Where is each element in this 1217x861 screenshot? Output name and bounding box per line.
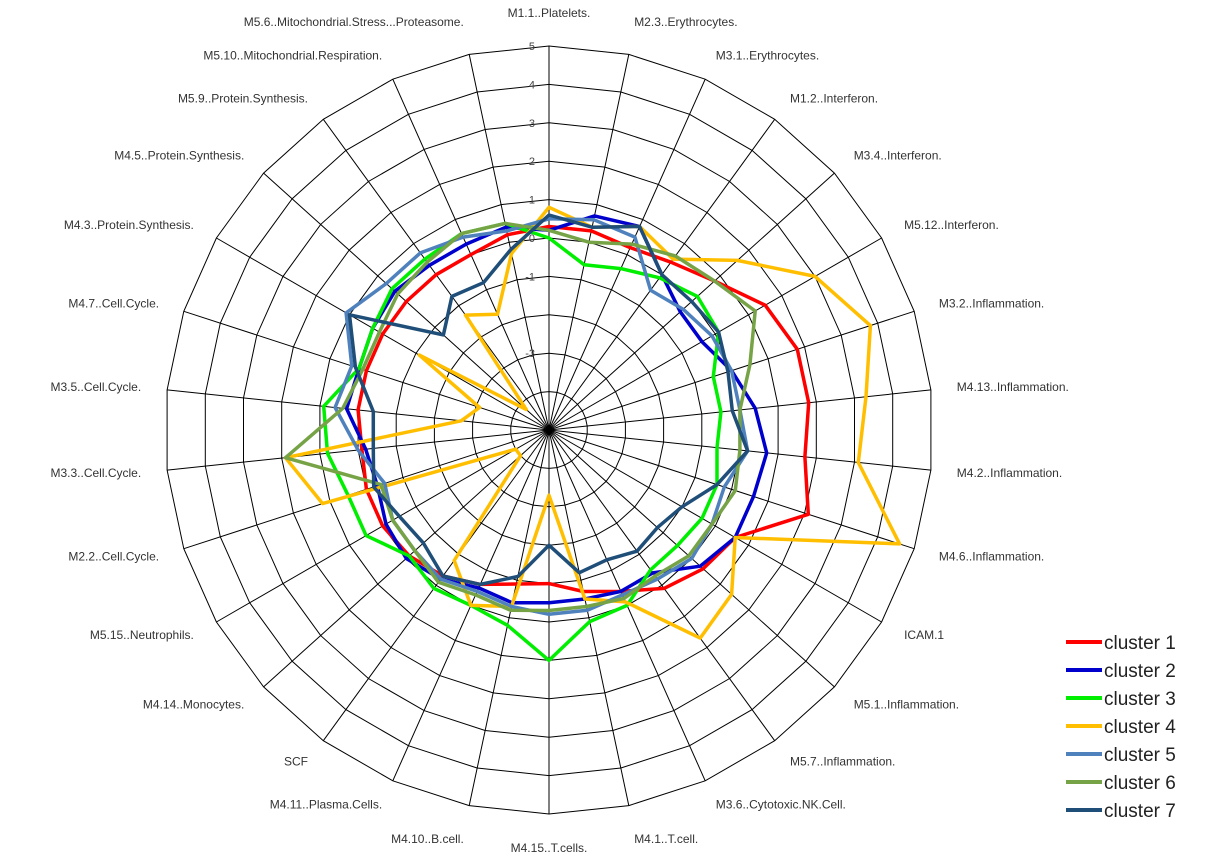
radial-tick-label: -3 — [525, 348, 535, 360]
axis-label: M3.5..Cell.Cycle. — [50, 380, 141, 394]
series-line-4 — [283, 205, 902, 640]
axis-label: M4.1..T.cell. — [634, 832, 698, 846]
radial-tick-label: 5 — [529, 41, 535, 53]
legend-label: cluster 2 — [1104, 661, 1176, 682]
axis-label: M4.6..Inflammation. — [939, 550, 1044, 564]
axis-label: M4.15..T.cells. — [511, 841, 588, 855]
legend-label: cluster 3 — [1104, 689, 1176, 710]
radar-spoke — [468, 429, 550, 806]
axis-label: M3.6..Cytotoxic.NK.Cell. — [716, 798, 846, 812]
axis-label: ICAM.1 — [904, 628, 944, 642]
radar-series — [283, 205, 902, 663]
legend-label: cluster 7 — [1104, 801, 1176, 822]
axis-label: M5.12..Interferon. — [904, 218, 999, 232]
axis-label: M4.11..Plasma.Cells. — [270, 798, 382, 812]
axis-label: M1.2..Interferon. — [790, 91, 878, 105]
radial-tick-label: 2 — [529, 156, 535, 168]
axis-label: M4.3..Protein.Synthesis. — [64, 218, 194, 232]
axis-label: M4.5..Protein.Synthesis. — [114, 149, 244, 163]
axis-label: M5.7..Inflammation. — [790, 755, 895, 769]
radar-spoke — [548, 429, 882, 623]
radial-tick-label: 3 — [529, 118, 535, 130]
axis-label: M4.13..Inflammation. — [957, 380, 1069, 394]
radar-spoke — [548, 429, 776, 741]
axis-label: M4.14..Monocytes. — [143, 697, 244, 711]
axis-label: M3.1..Erythrocytes. — [716, 48, 819, 62]
axis-label: M5.9..Protein.Synthesis. — [178, 91, 308, 105]
radar-spoke — [322, 429, 550, 741]
legend-label: cluster 6 — [1104, 773, 1176, 794]
radial-tick-labels: -3 -1 0 1 2 3 4 5 — [525, 41, 535, 360]
legend-label: cluster 5 — [1104, 745, 1176, 766]
axis-label: M2.3..Erythrocytes. — [634, 15, 737, 29]
axis-label: M3.2..Inflammation. — [939, 296, 1044, 310]
series-line-1 — [356, 224, 811, 594]
axis-label: M4.7..Cell.Cycle. — [68, 296, 159, 310]
axis-label: M3.4..Interferon. — [854, 149, 942, 163]
radar-spoke — [548, 429, 630, 806]
legend: cluster 1 cluster 2 cluster 3 cluster 4 clus… — [1066, 633, 1176, 822]
axis-label: M4.10..B.cell. — [391, 832, 464, 846]
legend-label: cluster 4 — [1104, 717, 1176, 738]
axis-label: M5.15..Neutrophils. — [90, 628, 194, 642]
axis-label: M2.2..Cell.Cycle. — [68, 550, 159, 564]
radial-tick-label: 1 — [529, 195, 535, 207]
radial-tick-label: -1 — [525, 271, 535, 283]
axis-label: M5.1..Inflammation. — [854, 697, 959, 711]
axis-label: M5.6..Mitochondrial.Stress...Proteasome. — [244, 15, 464, 29]
legend-label: cluster 1 — [1104, 633, 1176, 654]
radar-spoke — [548, 237, 882, 431]
axis-labels: M1.1..Platelets. M2.3..Erythrocytes. M3.1.… — [50, 6, 1068, 855]
radial-tick-label: 4 — [529, 79, 535, 91]
axis-label: M4.2..Inflammation. — [957, 466, 1062, 480]
radar-spoke — [548, 78, 706, 431]
axis-label: M1.1..Platelets. — [508, 6, 591, 20]
radar-spoke — [548, 429, 915, 550]
series-line-6 — [283, 221, 757, 613]
series-line-7 — [347, 213, 750, 587]
radial-tick-label: 0 — [529, 233, 535, 245]
radar-spoke — [468, 54, 550, 431]
axis-label: SCF — [284, 755, 308, 769]
axis-label: M5.10..Mitochondrial.Respiration. — [203, 48, 382, 62]
series-line-5 — [333, 217, 750, 617]
axis-label: M3.3..Cell.Cycle. — [50, 466, 141, 480]
